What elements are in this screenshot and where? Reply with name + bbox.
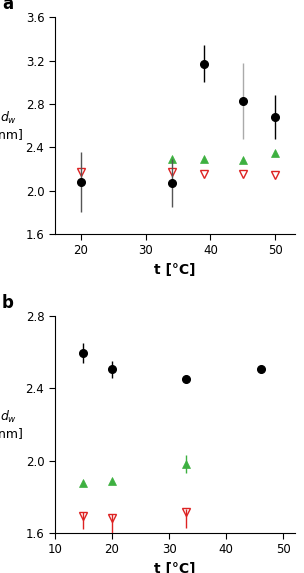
Text: a: a — [2, 0, 13, 13]
X-axis label: t [°C]: t [°C] — [154, 562, 195, 573]
Y-axis label: $d_w$
[nm]: $d_w$ [nm] — [0, 110, 24, 141]
X-axis label: t [°C]: t [°C] — [154, 263, 195, 277]
Y-axis label: $d_w$
[nm]: $d_w$ [nm] — [0, 409, 24, 440]
Text: b: b — [2, 294, 14, 312]
